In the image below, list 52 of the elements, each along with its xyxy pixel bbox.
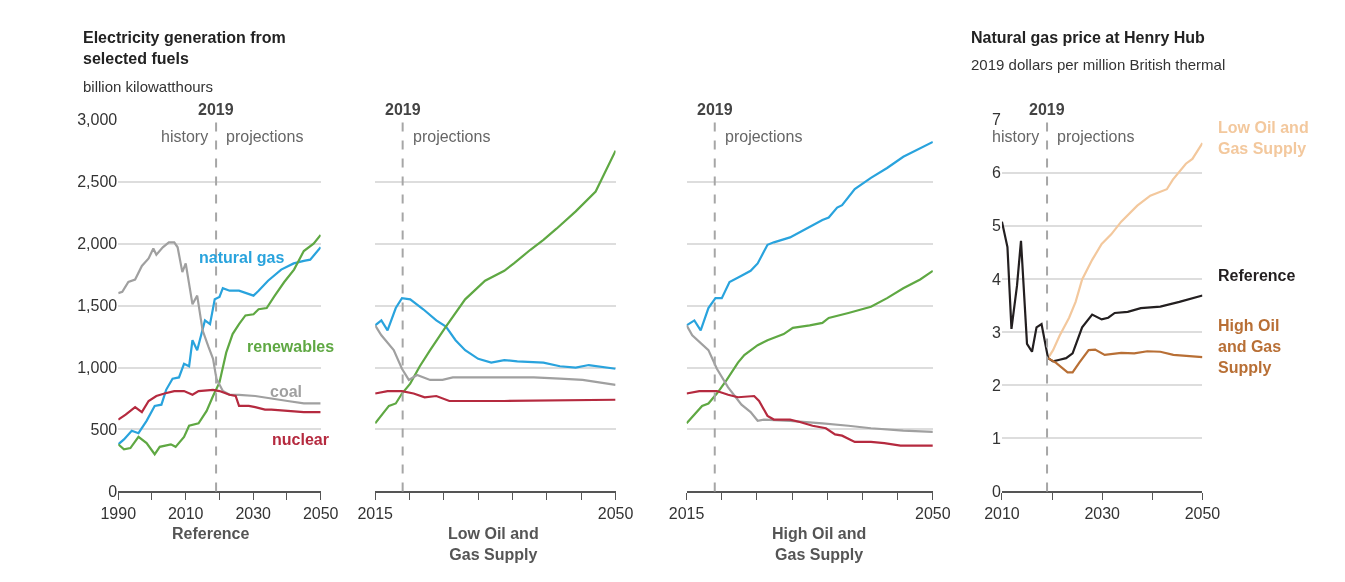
annotation: history [161, 128, 209, 145]
y-tick-label: 1,000 [77, 359, 118, 377]
ref-line-label: 2019 [198, 101, 234, 118]
series-label: High Oil and Gas Supply [1218, 317, 1282, 376]
line-series [1046, 348, 1203, 374]
x-tick-label: 2010 [984, 505, 1020, 523]
y-tick-label: 2,500 [77, 173, 118, 191]
chart-title: Electricity generation from selected fuels [83, 29, 286, 67]
x-tick-label: 2030 [1084, 505, 1121, 523]
y-tick-label: 6 [992, 164, 1002, 182]
annotation: history [992, 128, 1040, 145]
x-tick-label: 2030 [235, 505, 272, 523]
series-label: Low Oil and Gas Supply [1218, 119, 1309, 157]
x-tick-label: 2010 [167, 505, 204, 523]
annotation: projections [1057, 128, 1135, 145]
x-tick-label: 2050 [1184, 505, 1221, 523]
y-tick-label: 4 [992, 270, 1002, 288]
series-label: coal [270, 383, 303, 400]
y-tick-label: 5 [992, 217, 1002, 235]
x-tick-label: 2015 [357, 505, 394, 523]
line-series [1001, 220, 1203, 363]
chart-title: Natural gas price at Henry Hub [971, 29, 1206, 46]
annotation: projections [226, 128, 304, 145]
y-tick-label: 0 [992, 483, 1002, 501]
x-axis-title: Low Oil and Gas Supply [448, 525, 539, 563]
chart-subtitle: 2019 dollars per million British thermal [971, 56, 1226, 73]
y-tick-label: 1 [992, 429, 1002, 447]
y-tick-label: 2 [992, 376, 1002, 394]
annotation: projections [725, 128, 803, 145]
x-tick-label: 2050 [597, 505, 634, 523]
x-tick-label: 2050 [302, 505, 339, 523]
y-tick-label: 1,500 [77, 297, 118, 315]
y-tick-label: 3,000 [77, 111, 118, 129]
series-label: renewables [247, 338, 335, 355]
x-tick-label: 1990 [100, 505, 137, 523]
ref-line-label: 2019 [697, 101, 733, 118]
chart-subtitle: billion kilowatthours [83, 78, 214, 95]
y-tick-label: 500 [90, 421, 118, 439]
x-axis-title: Reference [172, 525, 250, 542]
x-tick-label: 2015 [668, 505, 705, 523]
series-label: nuclear [272, 431, 329, 448]
ref-line-label: 2019 [1029, 101, 1065, 118]
y-tick-label: 7 [992, 111, 1002, 129]
ref-line-label: 2019 [385, 101, 421, 118]
annotation: projections [413, 128, 491, 145]
y-tick-label: 3 [992, 323, 1002, 341]
x-tick-label: 2050 [915, 505, 951, 523]
series-label: Reference [1218, 267, 1296, 284]
x-axis-title: High Oil and Gas Supply [772, 525, 867, 563]
y-tick-label: 2,000 [77, 235, 118, 253]
y-tick-label: 0 [108, 483, 118, 501]
series-label: natural gas [199, 249, 285, 266]
